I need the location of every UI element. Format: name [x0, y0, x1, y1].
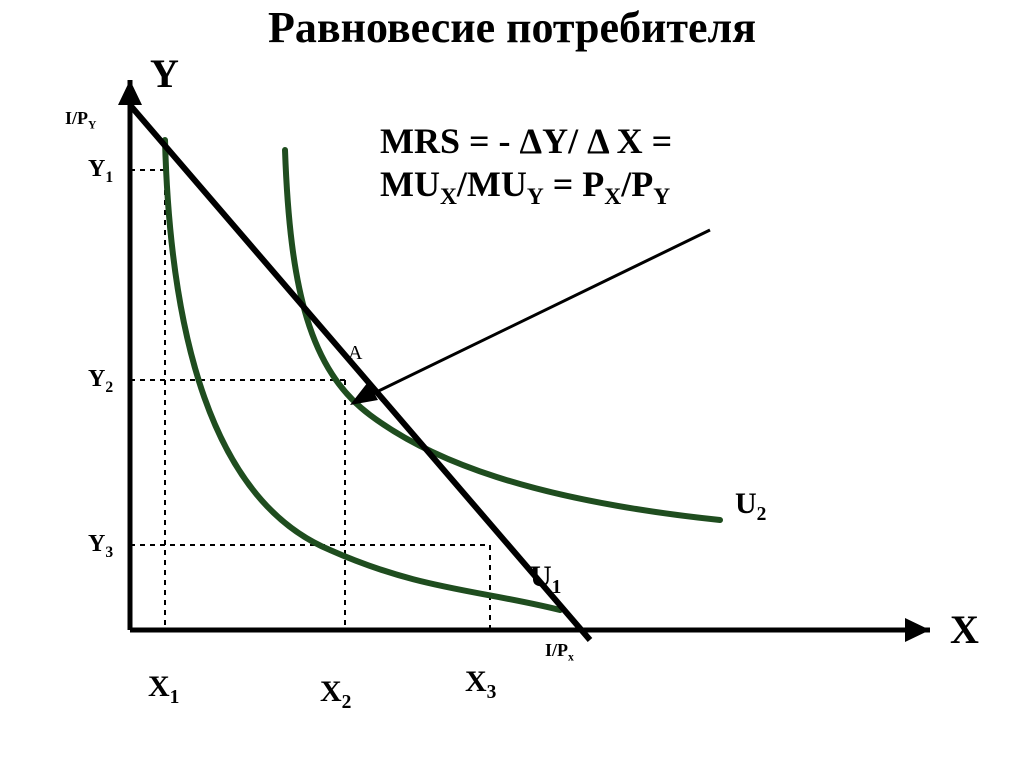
diagram-svg [0, 0, 1024, 767]
y2-label: Y2 [88, 366, 113, 397]
pointer-arrow [350, 230, 710, 405]
reference-lines [130, 170, 490, 630]
point-a-label: A [348, 342, 362, 365]
ipy-label: I/PY [65, 108, 96, 132]
formula-line1: MRS = - ΔY/ Δ X = [380, 120, 672, 163]
x3-label: X3 [465, 665, 496, 704]
x2-label: X2 [320, 675, 351, 714]
x-axis-label: X [950, 606, 979, 653]
y-axis-arrow [118, 80, 142, 105]
y-axis-label: Y [150, 50, 179, 97]
x-axis-arrow [905, 618, 930, 642]
y3-label: Y3 [88, 531, 113, 562]
u2-label: U2 [735, 487, 766, 526]
x1-label: X1 [148, 670, 179, 709]
u1-label: U1 [530, 560, 561, 599]
formula-line2: MUX/MUY = PX/PY [380, 163, 672, 211]
formula-block: MRS = - ΔY/ Δ X = MUX/MUY = PX/PY [380, 120, 672, 211]
ipx-label: I/Px [545, 640, 574, 664]
y1-label: Y1 [88, 156, 113, 187]
